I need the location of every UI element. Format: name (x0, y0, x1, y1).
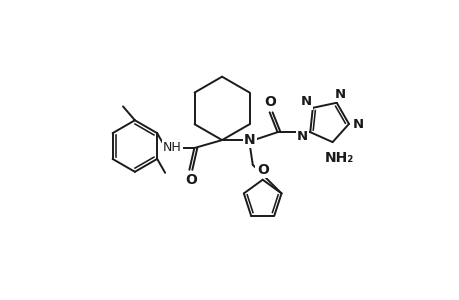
Text: N: N (334, 88, 345, 101)
Text: N: N (243, 133, 255, 147)
Text: N: N (297, 130, 308, 143)
Text: O: O (256, 163, 268, 177)
Text: O: O (185, 173, 197, 187)
Text: NH₂: NH₂ (324, 151, 353, 165)
Text: NH: NH (163, 140, 181, 154)
Text: N: N (352, 118, 363, 131)
Text: N: N (300, 95, 311, 108)
Text: O: O (264, 95, 276, 110)
